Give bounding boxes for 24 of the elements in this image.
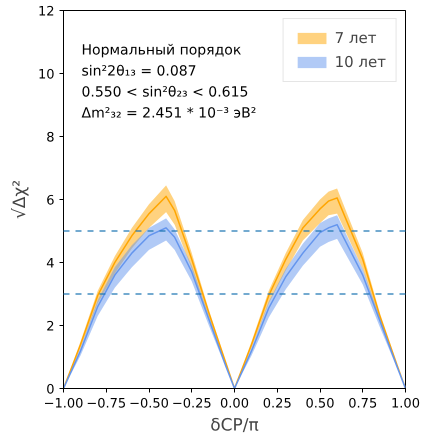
- x-tick-label: −0.50: [129, 396, 169, 412]
- x-axis-title: δCP/π: [210, 416, 259, 436]
- x-tick-label: 0.75: [348, 396, 378, 412]
- y-tick-label: 2: [46, 320, 55, 334]
- y-tick-label: 6: [46, 194, 55, 208]
- y-tick-label: 0: [46, 382, 55, 398]
- annotation: 0.550 < sin²θ₂₃ < 0.615: [82, 84, 248, 100]
- annotation: sin²2θ₁₃ = 0.087: [82, 64, 197, 80]
- y-tick-label: 10: [38, 68, 55, 82]
- x-tick-label: −0.75: [86, 396, 126, 412]
- annotation: Δm²₃₂ = 2.451 * 10⁻³ эВ²: [82, 106, 256, 122]
- legend-label: 10 лет: [334, 53, 386, 71]
- x-tick-label: −1.00: [44, 396, 84, 412]
- y-tick-label: 4: [46, 256, 55, 272]
- x-tick-label: 0.50: [306, 396, 334, 412]
- y-tick-label: 12: [38, 4, 55, 20]
- x-tick-label: 1.00: [391, 396, 420, 412]
- legend-label: 7 лет: [334, 29, 376, 47]
- x-tick-label: −0.25: [172, 396, 212, 412]
- annotation: Нормальный порядок: [82, 42, 242, 58]
- y-axis-title: √Δχ²: [10, 180, 30, 220]
- y-tick-label: 8: [46, 130, 55, 146]
- x-tick-label: 0.25: [262, 396, 292, 412]
- x-tick-label: 0.00: [220, 396, 249, 412]
